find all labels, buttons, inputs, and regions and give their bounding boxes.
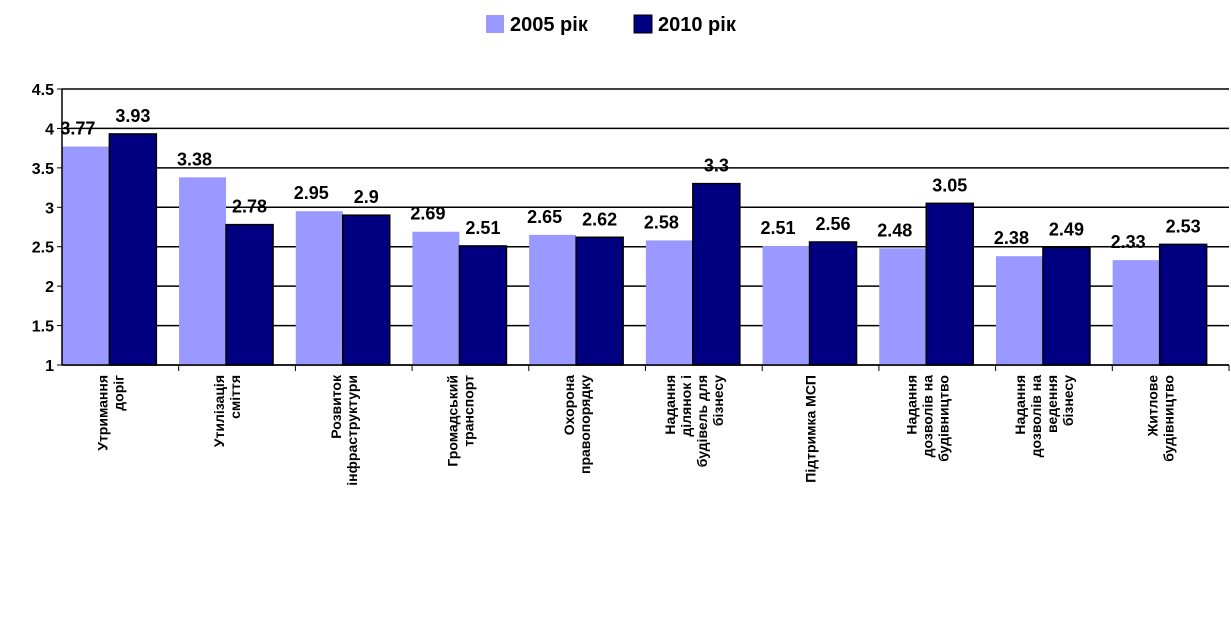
value-label: 2.58: [644, 212, 679, 232]
bar: [295, 211, 343, 365]
x-tick-label: Наданнядозволів наведеннябізнесу: [1012, 375, 1076, 458]
x-tick-label: Охоронаправопорядку: [561, 375, 593, 474]
x-tick-label: Наданнядозволів набудівництво: [903, 375, 951, 462]
y-tick-label: 2: [45, 279, 54, 296]
y-tick-label: 4: [45, 121, 54, 138]
value-label: 2.9: [354, 187, 379, 207]
bar: [225, 223, 274, 366]
legend-label: 2010 рік: [658, 14, 737, 36]
bar: [108, 133, 158, 366]
y-tick-label: 4.5: [32, 82, 54, 99]
legend-label: 2005 рік: [510, 14, 589, 36]
bar: [692, 182, 741, 366]
x-tick-label: Розвитокінфраструктури: [328, 374, 360, 486]
x-tick-label: Утриманнядоріг: [94, 375, 126, 451]
value-label: 3.77: [60, 119, 95, 139]
legend-swatch: [633, 14, 653, 34]
y-tick-label: 1: [45, 358, 54, 375]
value-label: 2.48: [877, 220, 912, 240]
value-label: 2.95: [294, 183, 329, 203]
y-tick-label: 3.5: [32, 161, 54, 178]
y-tick-label: 1.5: [32, 319, 54, 336]
value-label: 2.33: [1111, 232, 1146, 252]
x-tick-label: Житловебудівництво: [1145, 375, 1177, 462]
bar: [995, 256, 1043, 365]
value-label: 3.93: [115, 106, 150, 126]
value-label: 2.65: [527, 207, 562, 227]
bar: [529, 234, 577, 365]
value-label: 2.69: [410, 204, 445, 224]
x-tick-label: Утилізаціясміття: [211, 375, 243, 447]
value-label: 2.56: [816, 214, 851, 234]
bar: [412, 231, 460, 365]
bar: [458, 245, 508, 366]
value-label: 3.38: [177, 149, 212, 169]
bar: [808, 241, 858, 366]
value-label: 3.05: [932, 175, 967, 195]
bar: [762, 245, 810, 365]
value-label: 2.62: [582, 209, 617, 229]
bar: [879, 248, 927, 365]
value-label: 3.3: [704, 156, 729, 176]
y-tick-label: 3: [45, 200, 54, 217]
x-tick-label: Підтримка МСП: [803, 375, 819, 483]
legend-swatch: [486, 15, 504, 33]
value-label: 2.38: [994, 228, 1029, 248]
bar: [645, 240, 693, 365]
bar: [179, 177, 227, 365]
bar: [342, 214, 391, 366]
value-label: 2.51: [465, 218, 500, 238]
bar: [62, 146, 110, 365]
bar: [575, 236, 624, 366]
value-label: 2.51: [761, 218, 796, 238]
x-tick-label: Наданняділянок ібудівель длябізнесу: [662, 375, 726, 467]
value-label: 2.49: [1049, 220, 1084, 240]
bar: [1042, 246, 1091, 366]
value-label: 2.53: [1166, 216, 1201, 236]
y-tick-label: 2.5: [32, 240, 54, 257]
value-label: 2.78: [232, 197, 267, 217]
x-tick-label: Громадськийтранспорт: [444, 375, 476, 467]
bar: [925, 202, 974, 366]
bar: [1158, 243, 1208, 366]
bar: [1112, 260, 1160, 365]
